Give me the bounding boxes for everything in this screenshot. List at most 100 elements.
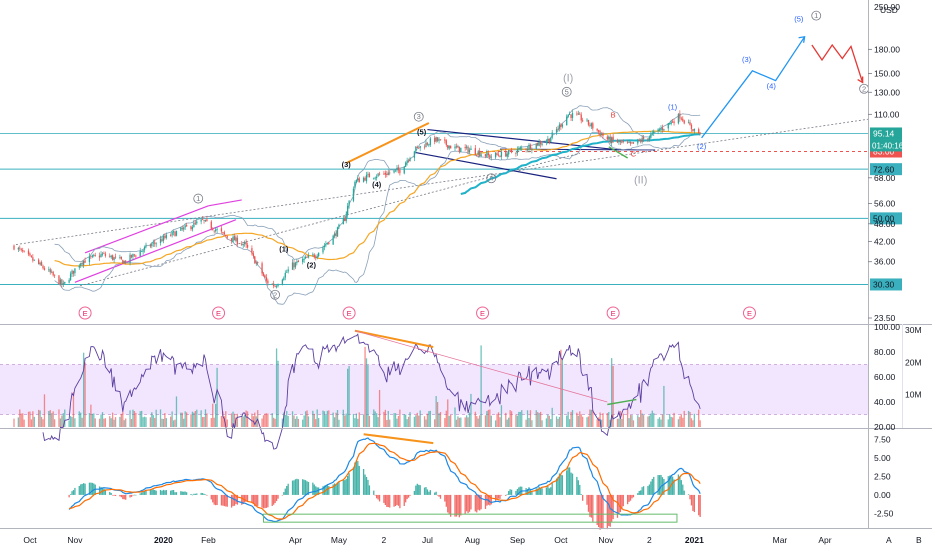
volume-bar[interactable] (597, 417, 600, 427)
volume-bar[interactable] (538, 413, 540, 427)
earnings-marker[interactable] (78, 306, 92, 320)
wave-label[interactable]: 5 (565, 87, 569, 96)
macd-histogram-bar[interactable] (457, 494, 459, 516)
candle-body[interactable] (261, 263, 263, 274)
candle-body[interactable] (486, 152, 488, 157)
macd-histogram-bar[interactable] (322, 486, 324, 495)
macd-histogram-bar[interactable] (525, 488, 527, 495)
candle-body[interactable] (521, 148, 523, 150)
macd-histogram-bar[interactable] (415, 485, 417, 495)
candle-body[interactable] (611, 137, 613, 144)
candle-body[interactable] (566, 116, 568, 126)
volume-bar[interactable] (434, 419, 436, 427)
candle-body[interactable] (506, 153, 508, 157)
wave-label[interactable]: (I) (563, 73, 573, 85)
volume-bar[interactable] (539, 411, 542, 427)
wave-label[interactable]: 3 (417, 112, 421, 121)
volume-bar[interactable] (304, 411, 307, 427)
volume-bar[interactable] (439, 412, 442, 427)
macd-histogram-bar[interactable] (499, 494, 501, 499)
candle-body[interactable] (323, 245, 326, 248)
macd-histogram-bar[interactable] (185, 492, 188, 495)
macd-histogram-bar[interactable] (365, 476, 368, 495)
candle-body[interactable] (78, 265, 80, 268)
volume-bar[interactable] (567, 411, 569, 427)
candle-body[interactable] (637, 139, 639, 144)
candle-body[interactable] (326, 242, 328, 244)
candle-body[interactable] (252, 253, 255, 257)
volume-bar[interactable] (352, 413, 355, 427)
candle-body[interactable] (484, 154, 487, 157)
candle-body[interactable] (123, 261, 125, 264)
candle-body[interactable] (558, 124, 561, 129)
volume-bar[interactable] (307, 416, 310, 427)
volume-bar[interactable] (84, 362, 86, 427)
volume-bar[interactable] (467, 417, 469, 427)
candle-body[interactable] (640, 140, 642, 142)
macd-histogram-bar[interactable] (246, 494, 249, 502)
volume-bar[interactable] (17, 417, 20, 427)
volume-bar[interactable] (529, 410, 532, 427)
volume-bar[interactable] (265, 413, 268, 427)
candle-body[interactable] (454, 146, 456, 149)
channel-line[interactable] (74, 219, 237, 283)
candle-body[interactable] (682, 118, 684, 121)
volume-bar[interactable] (587, 416, 590, 427)
candle-body[interactable] (579, 113, 581, 115)
volume-bar[interactable] (403, 414, 405, 427)
candle-body[interactable] (302, 259, 304, 263)
macd-histogram-bar[interactable] (657, 475, 659, 495)
volume-bar[interactable] (347, 368, 349, 427)
volume-bar[interactable] (91, 413, 93, 427)
candle-body[interactable] (344, 218, 346, 221)
candle-body[interactable] (376, 176, 378, 179)
macd-histogram-bar[interactable] (667, 476, 669, 495)
candle-body[interactable] (185, 225, 188, 227)
macd-histogram-bar[interactable] (265, 494, 268, 508)
candle-body[interactable] (161, 239, 163, 242)
candle-body[interactable] (529, 144, 532, 150)
corner-button-a[interactable]: A (886, 535, 892, 545)
earnings-marker-label[interactable]: E (347, 309, 352, 318)
candle-body[interactable] (597, 130, 600, 132)
volume-bar[interactable] (154, 418, 156, 427)
volume-bar[interactable] (579, 411, 581, 427)
candle-body[interactable] (499, 156, 501, 158)
volume-bar[interactable] (338, 419, 340, 427)
macd-histogram-bar[interactable] (448, 494, 450, 515)
candle-body[interactable] (164, 236, 166, 238)
volume-bar[interactable] (358, 412, 360, 427)
candle-body[interactable] (365, 174, 368, 182)
countdown-label[interactable]: 01:40:16 (872, 142, 904, 151)
macd-histogram-bar[interactable] (586, 494, 588, 505)
volume-bar[interactable] (315, 419, 317, 427)
candle-body[interactable] (348, 200, 350, 206)
candle-body[interactable] (296, 261, 298, 264)
macd-histogram-bar[interactable] (494, 494, 497, 501)
volume-bar[interactable] (494, 420, 497, 427)
candle-body[interactable] (230, 238, 233, 241)
macd-histogram-bar[interactable] (244, 494, 246, 503)
macd-histogram-bar[interactable] (683, 490, 685, 495)
volume-bar[interactable] (566, 415, 568, 427)
volume-bar[interactable] (560, 349, 562, 427)
volume-bar[interactable] (365, 358, 368, 427)
candle-body[interactable] (560, 124, 562, 127)
candle-body[interactable] (541, 143, 543, 146)
candle-body[interactable] (505, 151, 507, 157)
volume-bar[interactable] (274, 418, 276, 427)
price-level-badge-label[interactable]: 83.00 (873, 147, 895, 157)
macd-histogram-bar[interactable] (201, 493, 204, 495)
earnings-marker-label[interactable]: E (480, 309, 485, 318)
volume-bar[interactable] (683, 410, 685, 427)
volume-bar[interactable] (130, 418, 133, 427)
candle-body[interactable] (642, 137, 645, 140)
macd-histogram-bar[interactable] (677, 474, 680, 495)
macd-histogram-bar[interactable] (600, 494, 603, 530)
volume-bar[interactable] (450, 414, 452, 427)
candle-body[interactable] (632, 142, 635, 144)
volume-bar[interactable] (619, 410, 622, 427)
volume-bar[interactable] (355, 413, 358, 427)
volume-bar[interactable] (570, 411, 572, 427)
earnings-marker[interactable] (606, 306, 620, 320)
